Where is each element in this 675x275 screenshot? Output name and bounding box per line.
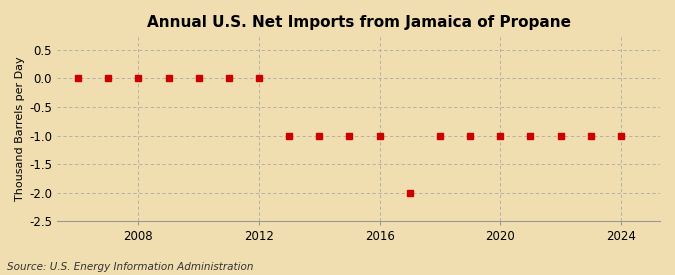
Y-axis label: Thousand Barrels per Day: Thousand Barrels per Day <box>15 56 25 201</box>
Text: Source: U.S. Energy Information Administration: Source: U.S. Energy Information Administ… <box>7 262 253 272</box>
Title: Annual U.S. Net Imports from Jamaica of Propane: Annual U.S. Net Imports from Jamaica of … <box>146 15 570 30</box>
